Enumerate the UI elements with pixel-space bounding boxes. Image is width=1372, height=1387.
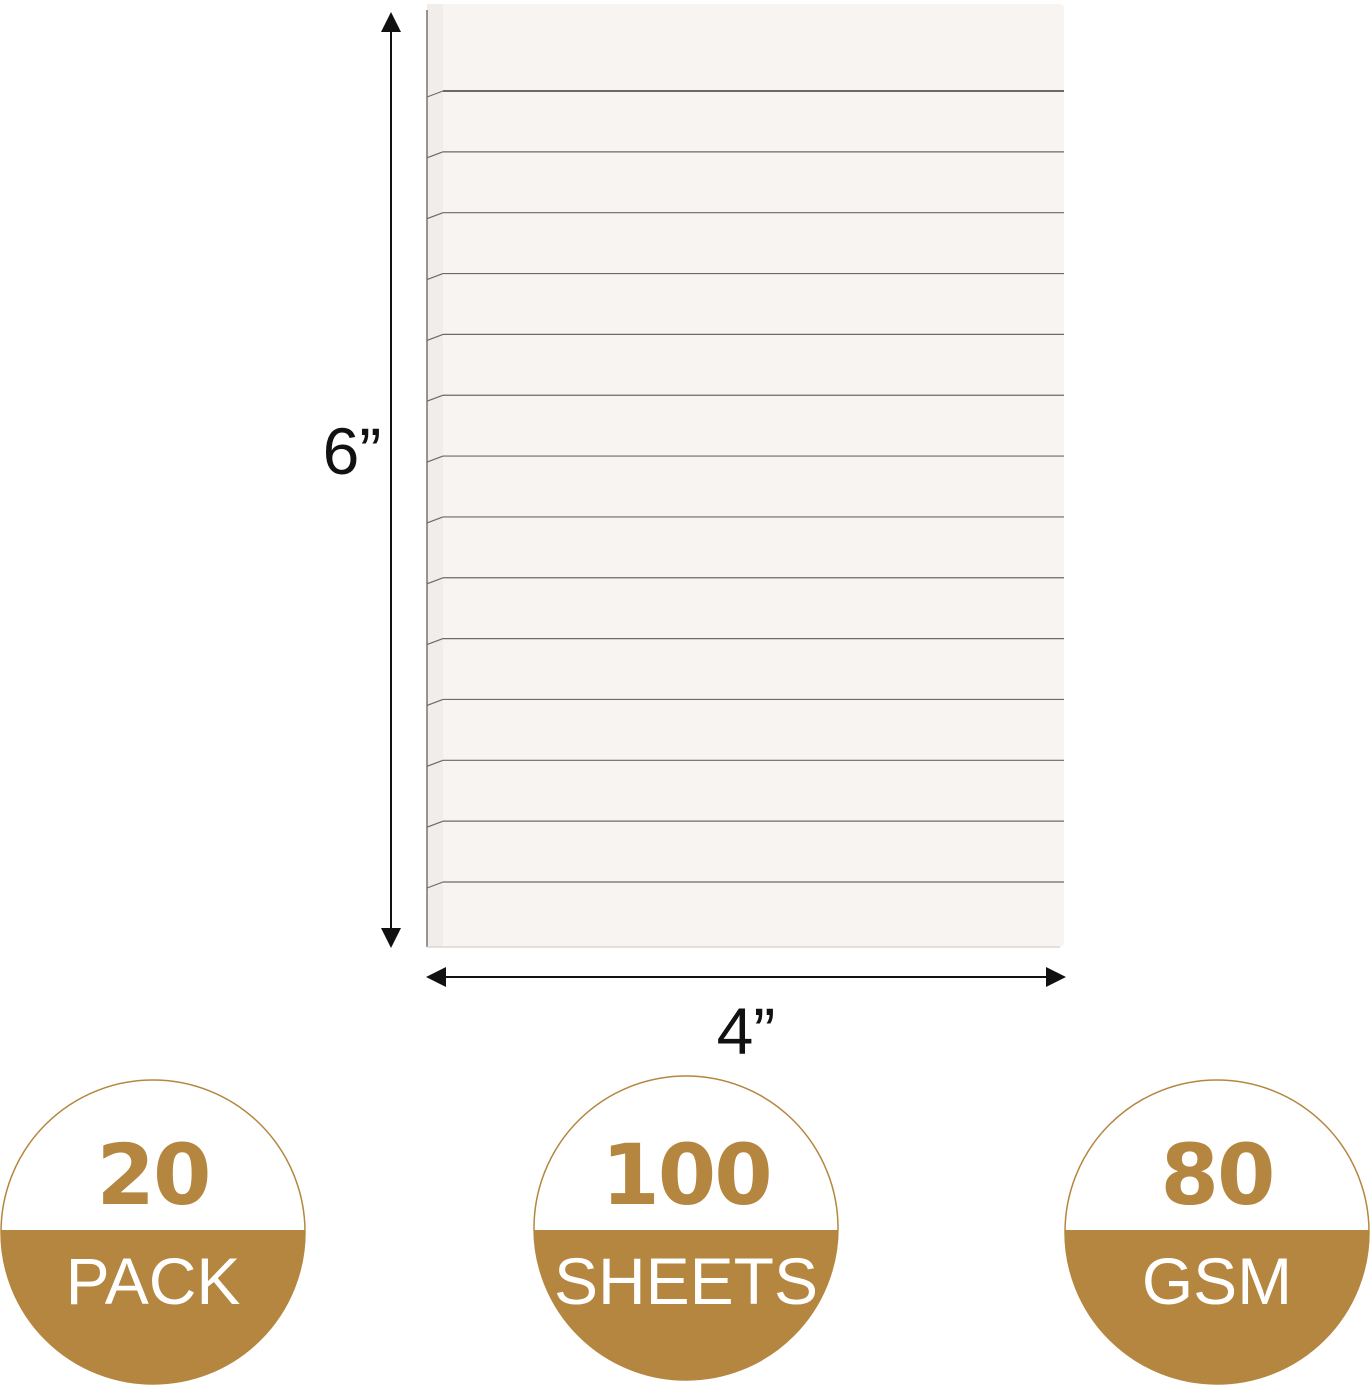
badge-pack: 20 PACK [0, 1079, 306, 1385]
ruled-lines [426, 90, 1064, 889]
badge-label: SHEETS [554, 1244, 818, 1318]
ruled-line-edge [426, 698, 444, 707]
notepad [426, 4, 1064, 948]
badge-value: 20 [97, 1126, 210, 1224]
ruled-line-edge [426, 455, 444, 463]
ruled-line-edge [426, 333, 444, 341]
notepad-sheet [427, 4, 1064, 947]
ruled-line-edge [426, 881, 444, 889]
ruled-line-edge [426, 394, 444, 402]
ruled-line-edge [426, 151, 444, 159]
arrow-up-icon [381, 12, 401, 32]
height-dimension: 6” [323, 12, 401, 948]
badge-gsm: 80 GSM [1064, 1079, 1370, 1385]
arrow-left-icon [426, 967, 446, 987]
ruled-line-edge [426, 759, 444, 767]
badge-value: 100 [601, 1126, 770, 1224]
ruled-line-edge [426, 577, 444, 585]
width-label: 4” [717, 994, 776, 1068]
badge-label: PACK [66, 1244, 241, 1318]
ruled-line-edge [426, 638, 444, 646]
ruled-line-edge [426, 272, 444, 281]
badge-value: 80 [1161, 1126, 1274, 1224]
arrow-down-icon [381, 928, 401, 948]
ruled-line-edge [426, 212, 444, 220]
ruled-line-edge [426, 516, 444, 524]
arrow-right-icon [1046, 967, 1066, 987]
ruled-line-edge [426, 90, 444, 98]
width-dimension: 4” [426, 967, 1066, 1068]
notepad-binding-edge [427, 4, 443, 947]
ruled-line-edge [426, 820, 444, 828]
badge-label: GSM [1142, 1244, 1292, 1318]
badge-sheets: 100 SHEETS [533, 1075, 839, 1381]
height-label: 6” [323, 414, 382, 488]
